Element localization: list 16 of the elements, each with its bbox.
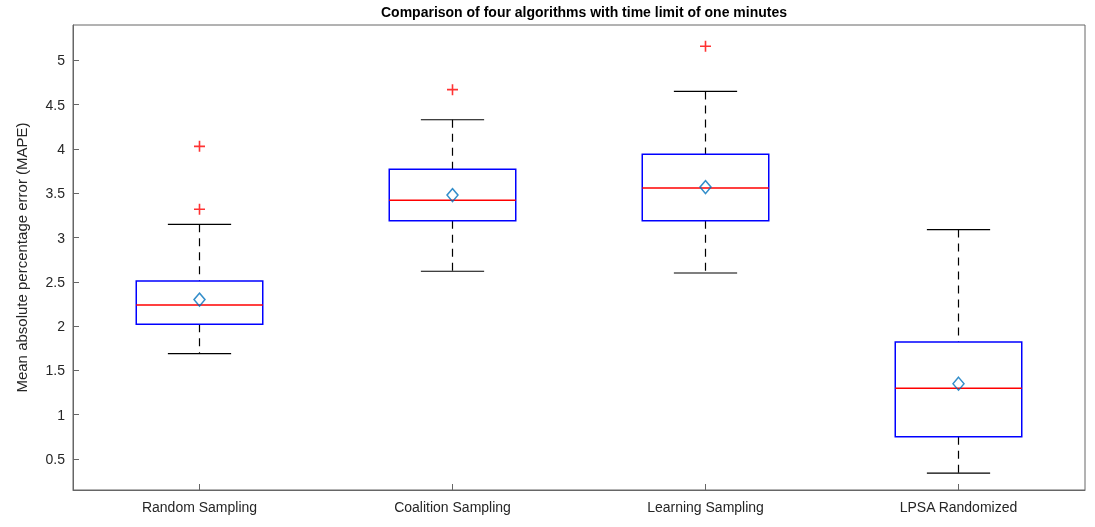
y-tick-label: 0.5	[45, 451, 66, 467]
x-tick-label: Random Sampling	[141, 499, 258, 515]
y-tick-label: 2.5	[45, 273, 66, 290]
y-tick-label: 4.5	[45, 96, 66, 113]
chart-title: Comparison of four algorithms with time limit of one minutes	[380, 4, 788, 20]
y-axis-title: Mean absolute percentage error (MAPE)	[13, 122, 30, 393]
y-tick-label: 1	[57, 406, 66, 423]
y-tick-label: 2	[57, 318, 66, 335]
y-tick-label: 4	[57, 141, 66, 157]
y-tick-label: 3.5	[45, 185, 66, 202]
y-tick-label: 3	[57, 229, 66, 246]
y-tick-label: 1.5	[45, 362, 66, 379]
y-tick-label: 5	[57, 52, 66, 69]
x-tick-label: Coalition Sampling	[394, 499, 511, 515]
x-tick-label: Learning Sampling	[647, 499, 764, 515]
x-tick-label: LPSA Randomized	[899, 499, 1018, 515]
